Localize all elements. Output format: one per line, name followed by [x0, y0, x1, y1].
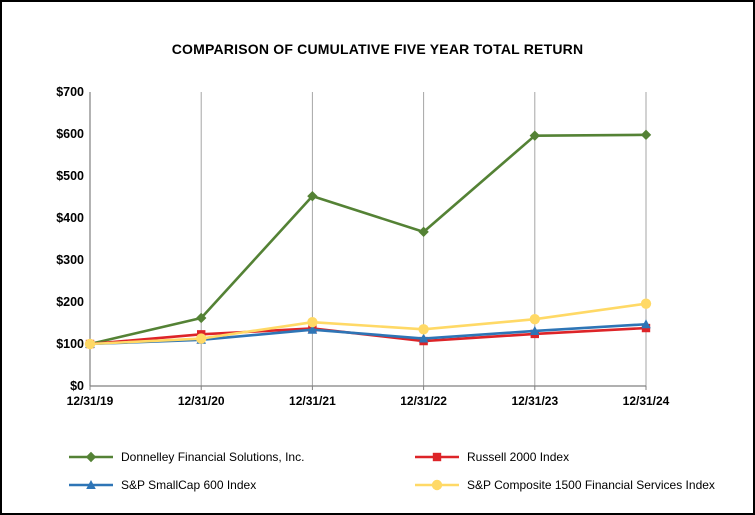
diamond-marker [418, 226, 429, 238]
series-diamond [84, 129, 652, 350]
series-square [85, 323, 651, 349]
circle-marker [418, 324, 429, 335]
legend-item: S&P SmallCap 600 Index [68, 471, 414, 499]
chart-plot-svg [84, 92, 652, 390]
circle-marker [431, 479, 443, 491]
circle-marker [196, 333, 207, 344]
circle-marker [640, 298, 652, 309]
diamond-marker [196, 312, 207, 324]
legend-item: S&P Composite 1500 Financial Services In… [414, 471, 715, 499]
legend-label: S&P SmallCap 600 Index [121, 478, 257, 492]
legend-item: Donnelley Financial Solutions, Inc. [68, 443, 414, 471]
chart-legend: Donnelley Financial Solutions, Inc. Russe… [68, 443, 715, 499]
circle-marker [84, 338, 96, 350]
legend-item: Russell 2000 Index [414, 443, 715, 471]
circle-marker [529, 314, 540, 325]
diamond-marker [640, 129, 652, 141]
legend-label: Donnelley Financial Solutions, Inc. [121, 450, 305, 464]
triangle-marker [418, 333, 429, 343]
square-marker [432, 452, 442, 462]
triangle-marker [641, 319, 651, 329]
chart-title: COMPARISON OF CUMULATIVE FIVE YEAR TOTAL… [171, 41, 584, 57]
triangle-marker [86, 480, 96, 489]
legend-label: S&P Composite 1500 Financial Services In… [467, 478, 715, 492]
diamond-marker [307, 190, 318, 202]
circle-marker [307, 316, 318, 328]
series-line [89, 302, 647, 346]
legend-square-marker-icon [415, 452, 459, 462]
legend-label: Russell 2000 Index [467, 450, 570, 464]
triangle-marker [530, 325, 540, 335]
series-line [89, 133, 647, 346]
diamond-marker [85, 451, 97, 463]
legend-diamond-marker-icon [69, 451, 113, 463]
series-triangle [85, 319, 651, 348]
legend-triangle-marker-icon [69, 480, 113, 489]
legend-circle-marker-icon [415, 479, 459, 491]
diamond-marker [529, 130, 540, 141]
series-circle [84, 298, 652, 350]
triangle-marker [307, 324, 318, 334]
